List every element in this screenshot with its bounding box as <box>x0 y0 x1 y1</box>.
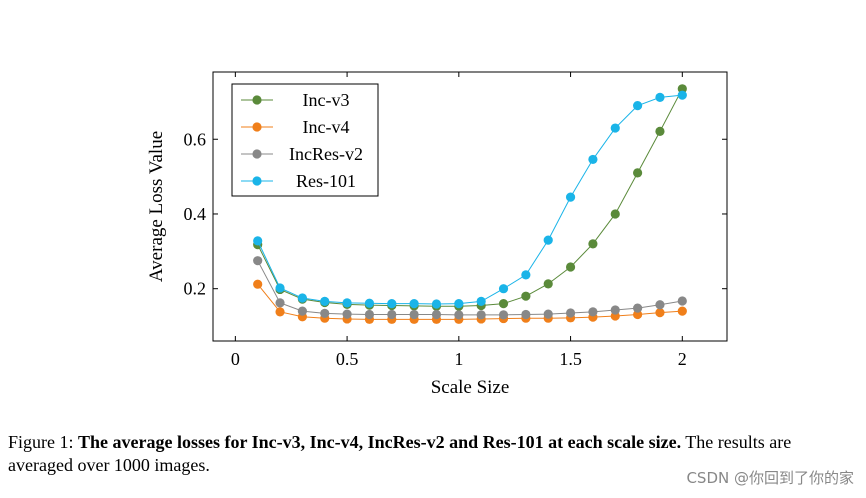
x-tick-label: 0.5 <box>336 349 359 369</box>
data-point-res-101 <box>521 270 531 280</box>
data-point-res-101 <box>253 236 263 246</box>
caption-bold: The average losses for Inc-v3, Inc-v4, I… <box>78 432 682 452</box>
data-point-inc-v4 <box>253 279 263 289</box>
legend-label-res-101: Res-101 <box>296 171 356 191</box>
data-point-incres-v2 <box>297 306 307 316</box>
data-point-inc-v3 <box>498 299 509 309</box>
data-point-incres-v2 <box>364 309 375 320</box>
data-point-incres-v2 <box>454 310 464 320</box>
plot-frame <box>212 71 728 342</box>
y-tick-label: 0.2 <box>184 279 207 299</box>
data-point-res-101 <box>297 293 307 303</box>
data-point-incres-v2 <box>409 309 419 320</box>
x-tick-label: 1 <box>454 349 463 369</box>
legend-label-incres-v2: IncRes-v2 <box>289 144 363 164</box>
x-axis-label: Scale Size <box>431 377 510 398</box>
legend-marker-incres-v2 <box>252 149 262 159</box>
watermark: CSDN @你回到了你的家 <box>686 469 854 487</box>
data-point-res-101 <box>320 296 330 306</box>
data-point-inc-v3 <box>610 209 620 219</box>
data-point-incres-v2 <box>543 309 553 319</box>
data-point-res-101 <box>454 299 464 309</box>
legend-marker-res-101 <box>252 176 262 186</box>
data-point-inc-v3 <box>655 126 665 137</box>
data-point-incres-v2 <box>476 310 486 320</box>
data-point-res-101 <box>543 235 553 245</box>
legend-label-inc-v4: Inc-v4 <box>303 117 350 137</box>
data-point-incres-v2 <box>633 303 643 313</box>
legend-marker-inc-v3 <box>252 95 262 105</box>
data-point-incres-v2 <box>387 309 397 320</box>
data-point-incres-v2 <box>588 307 598 317</box>
data-point-res-101 <box>633 101 643 111</box>
data-point-res-101 <box>364 298 375 308</box>
data-point-inc-v3 <box>633 168 643 178</box>
data-point-res-101 <box>498 284 509 294</box>
data-point-incres-v2 <box>253 256 263 266</box>
data-point-incres-v2 <box>342 309 352 319</box>
data-point-inc-v4 <box>633 309 643 320</box>
data-point-incres-v2 <box>521 309 531 320</box>
data-point-incres-v2 <box>275 298 285 308</box>
data-point-inc-v4 <box>655 308 665 318</box>
figure-caption: Figure 1: The average losses for Inc-v3,… <box>8 431 860 477</box>
legend-marker-inc-v4 <box>252 122 262 132</box>
data-point-incres-v2 <box>431 309 442 320</box>
y-axis-label: Average Loss Value <box>146 131 167 282</box>
data-point-res-101 <box>655 92 665 103</box>
data-point-res-101 <box>342 298 352 308</box>
caption-rest: The results are averaged over 1000 image… <box>8 432 792 475</box>
series-line-incres-v2 <box>257 260 683 316</box>
data-point-inc-v3 <box>521 291 531 301</box>
data-point-incres-v2 <box>655 300 665 310</box>
data-point-incres-v2 <box>320 308 330 318</box>
data-point-incres-v2 <box>565 308 576 318</box>
data-point-res-101 <box>409 299 419 309</box>
data-point-res-101 <box>677 90 687 100</box>
data-point-res-101 <box>387 299 397 309</box>
x-tick-label: 1.5 <box>559 349 582 369</box>
data-point-res-101 <box>588 154 598 165</box>
data-point-incres-v2 <box>498 310 509 320</box>
y-tick-label: 0.6 <box>184 129 207 149</box>
x-tick-label: 0 <box>231 349 240 369</box>
data-point-res-101 <box>431 299 442 309</box>
data-point-res-101 <box>275 283 285 293</box>
data-point-incres-v2 <box>610 305 620 315</box>
data-point-res-101 <box>565 192 576 202</box>
data-point-inc-v3 <box>677 84 687 94</box>
data-point-inc-v4 <box>677 306 687 316</box>
data-point-inc-v3 <box>543 279 553 289</box>
line-chart: 0 0.5 1 1.5 2 0.2 0.4 0.6 Scale Size Average Loss… <box>146 71 728 398</box>
legend-label-inc-v3: Inc-v3 <box>303 90 350 110</box>
data-point-res-101 <box>610 123 620 133</box>
data-point-inc-v3 <box>588 239 598 249</box>
x-tick-label: 2 <box>678 349 687 369</box>
caption-prefix: Figure 1: <box>8 432 78 452</box>
data-point-res-101 <box>476 296 486 306</box>
y-tick-label: 0.4 <box>184 204 207 224</box>
data-point-inc-v4 <box>275 307 285 317</box>
data-point-inc-v3 <box>565 262 576 272</box>
data-point-incres-v2 <box>677 296 687 306</box>
